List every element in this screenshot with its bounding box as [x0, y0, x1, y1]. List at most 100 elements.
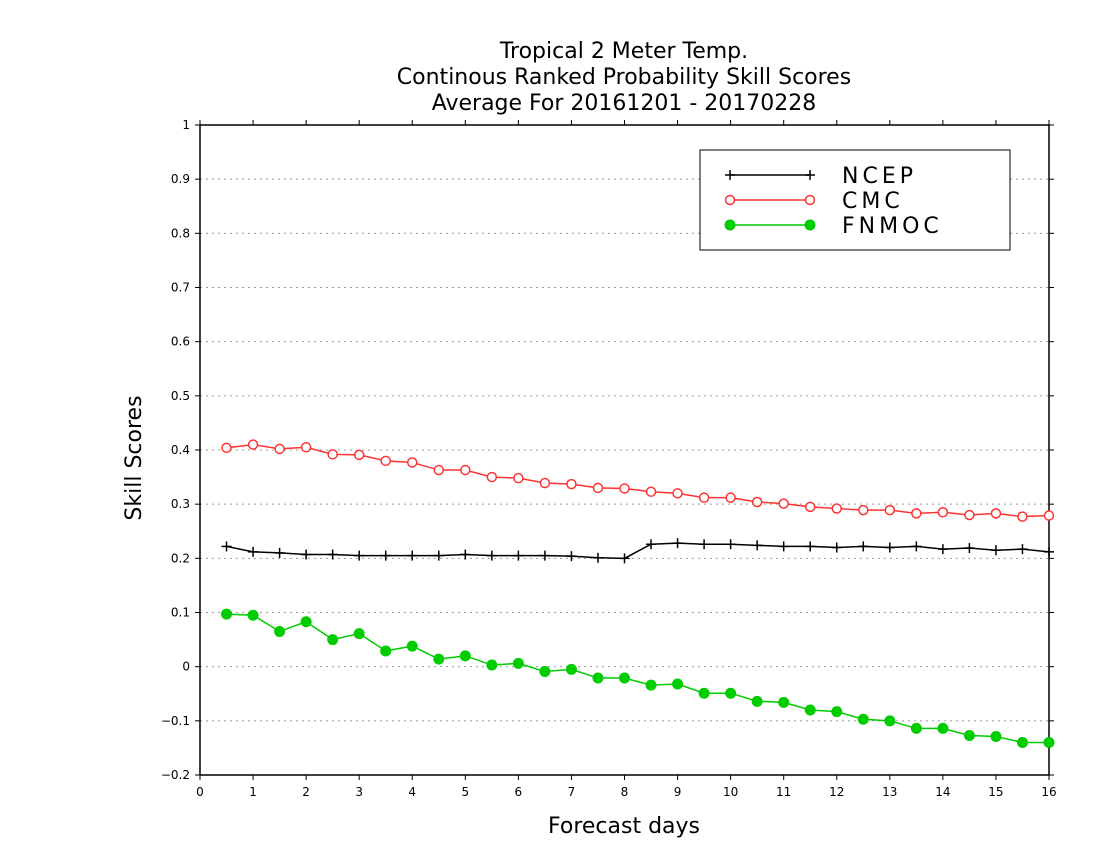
series-cmc-point	[937, 507, 949, 518]
y-tick-label: 0.8	[171, 226, 190, 240]
legend-item-fnmoc: FNMOC	[724, 214, 939, 239]
series-fnmoc	[221, 608, 1055, 748]
y-tick-label: −0.1	[161, 714, 190, 728]
series-cmc	[221, 439, 1055, 522]
series-cmc-point	[300, 442, 312, 453]
series-cmc-point	[407, 457, 418, 468]
series-cmc-point	[327, 449, 338, 460]
legend-label-cmc: CMC	[842, 189, 904, 214]
series-ncep-point	[539, 550, 550, 561]
series-ncep-point	[990, 545, 1001, 556]
series-fnmoc-point	[1043, 737, 1055, 748]
x-tick-label: 1	[249, 785, 257, 799]
x-tick-label: 6	[515, 785, 523, 799]
y-tick-label: 0.9	[171, 172, 190, 186]
series-ncep-point	[805, 541, 816, 552]
y-tick-label: 0.3	[171, 497, 190, 511]
series-fnmoc-point	[751, 695, 763, 707]
series-fnmoc-point	[592, 672, 604, 684]
x-tick-label: 12	[829, 785, 844, 799]
series-ncep-point	[619, 553, 630, 564]
series-fnmoc-point	[831, 706, 843, 718]
series-ncep-point	[433, 550, 444, 561]
series-cmc-point	[247, 439, 259, 450]
series-layer	[221, 439, 1055, 748]
legend-marker-cmc	[804, 194, 816, 206]
series-cmc-point	[539, 477, 551, 489]
legend-label-ncep: NCEP	[842, 164, 917, 189]
series-ncep-point	[937, 544, 948, 555]
series-ncep-point	[646, 539, 657, 550]
x-axis: 0 1 2 3 4 5 6 7 8 9 10 11 12 13 14 15 16	[196, 120, 1057, 799]
series-ncep-point	[778, 541, 789, 552]
x-tick-label: 16	[1041, 785, 1056, 799]
series-fnmoc-point	[247, 609, 259, 621]
series-cmc-point	[831, 503, 842, 514]
series-cmc-point	[353, 449, 365, 461]
x-tick-label: 15	[988, 785, 1003, 799]
x-tick-label: 2	[302, 785, 310, 799]
series-ncep-point	[354, 550, 365, 561]
series-cmc-point	[513, 472, 524, 484]
chart-title: Tropical 2 Meter Temp. Continous Ranked …	[397, 39, 851, 116]
series-fnmoc-point	[406, 640, 418, 652]
x-tick-label: 8	[621, 785, 629, 799]
series-fnmoc-point	[221, 608, 233, 620]
series-cmc-point	[1043, 510, 1055, 521]
series-fnmoc-point	[274, 625, 286, 637]
legend-marker-fnmoc	[724, 219, 736, 231]
series-ncep-point	[1017, 544, 1028, 555]
series-cmc-point	[858, 504, 869, 516]
series-fnmoc-point	[433, 653, 445, 665]
series-ncep-point	[911, 541, 922, 552]
series-ncep-point	[327, 549, 338, 560]
y-tick-label: 1	[182, 118, 190, 132]
series-ncep-point	[964, 543, 975, 554]
series-cmc-point	[486, 471, 498, 483]
series-fnmoc-point	[990, 731, 1002, 743]
y-axis-title: Skill Scores	[122, 395, 147, 520]
series-cmc-point	[911, 508, 922, 519]
x-tick-label: 13	[882, 785, 897, 799]
series-ncep-point	[407, 550, 418, 561]
series-cmc-point	[221, 442, 232, 454]
series-fnmoc-point	[857, 713, 869, 725]
series-ncep-point	[221, 541, 232, 552]
x-tick-label: 0	[196, 785, 204, 799]
series-ncep-point	[752, 540, 763, 551]
series-fnmoc-point	[672, 678, 684, 690]
chart-title-line-1: Tropical 2 Meter Temp.	[499, 39, 748, 64]
series-fnmoc-point	[327, 634, 339, 646]
series-fnmoc-point	[512, 657, 524, 669]
series-fnmoc-point	[963, 729, 975, 741]
series-ncep-point	[301, 549, 312, 560]
x-axis-title: Forecast days	[548, 814, 700, 839]
series-ncep-point	[725, 539, 736, 550]
series-ncep-point	[1044, 546, 1054, 557]
series-cmc-point	[884, 504, 896, 516]
series-ncep-point	[858, 541, 869, 552]
series-fnmoc-point	[486, 659, 498, 671]
x-tick-label: 11	[776, 785, 791, 799]
series-cmc-point	[274, 443, 285, 455]
series-cmc-point	[592, 482, 604, 494]
chart-title-line-3: Average For 20161201 - 20170228	[432, 91, 817, 116]
series-cmc-point	[751, 496, 763, 508]
x-tick-label: 4	[408, 785, 416, 799]
series-cmc-point	[804, 501, 816, 513]
chart-title-line-2: Continous Ranked Probability Skill Score…	[397, 65, 851, 90]
y-tick-label: 0.1	[171, 606, 190, 620]
series-ncep-point	[672, 538, 683, 549]
series-cmc-point	[433, 464, 445, 476]
y-tick-label: 0.6	[171, 335, 190, 349]
x-tick-label: 14	[935, 785, 950, 799]
series-ncep	[221, 538, 1054, 564]
series-ncep-point	[274, 547, 285, 558]
series-ncep-point	[248, 546, 259, 557]
y-tick-label: 0.2	[171, 551, 190, 565]
y-tick-label: 0	[182, 660, 190, 674]
series-fnmoc-point	[565, 663, 577, 675]
series-fnmoc-point	[459, 650, 471, 662]
legend-item-cmc: CMC	[724, 189, 904, 214]
